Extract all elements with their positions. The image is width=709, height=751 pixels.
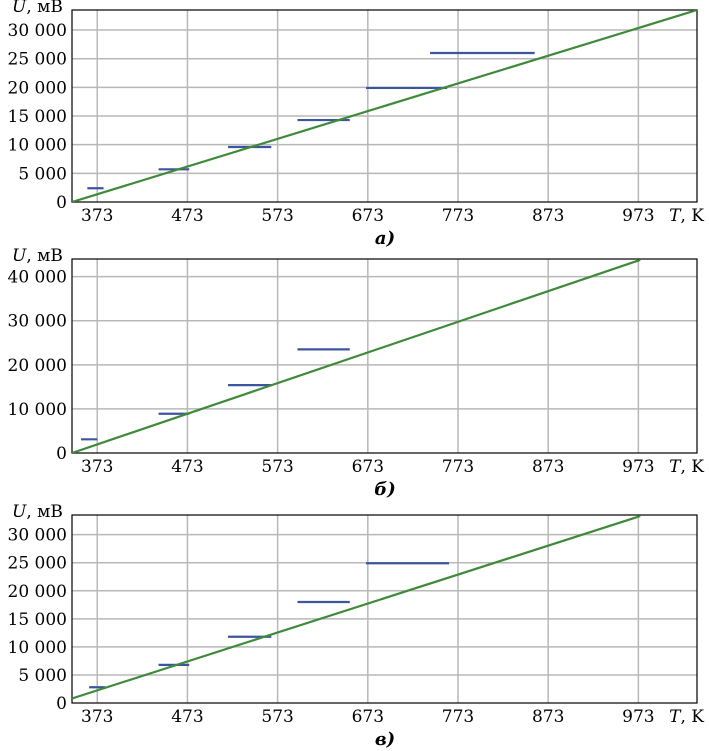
y-tick-label: 20 000: [8, 356, 67, 376]
y-axis-label: U, мВ: [12, 502, 63, 522]
fit-line: [72, 10, 697, 202]
y-tick-label: 20 000: [8, 582, 67, 602]
x-tick-label: 773: [442, 206, 474, 226]
x-tick-label: 673: [352, 457, 384, 477]
x-tick-label: 873: [532, 707, 564, 727]
x-tick-label: 473: [171, 457, 203, 477]
y-tick-label: 15 000: [8, 610, 67, 630]
x-axis-label: T, K: [669, 206, 704, 226]
panel-caption: б): [374, 479, 396, 500]
x-axis-label: T, K: [669, 707, 704, 727]
y-tick-label: 40 000: [8, 268, 67, 288]
x-axis-label: T, K: [669, 457, 704, 477]
chart-panel-1: 373 473 573 673 773 873 973 0 5 000 10 000 15 000 2…: [8, 0, 705, 249]
y-tick-label: 5 000: [18, 666, 67, 686]
y-tick-label: 0: [56, 193, 67, 213]
y-tick-label: 15 000: [8, 107, 67, 127]
fit-line: [72, 259, 641, 453]
fit-line: [72, 515, 641, 700]
panel-caption: в): [375, 729, 395, 750]
y-tick-label: 25 000: [8, 554, 67, 574]
x-tick-label: 673: [352, 707, 384, 727]
x-tick-label: 373: [81, 707, 113, 727]
y-tick-label: 30 000: [8, 526, 67, 546]
y-tick-label: 30 000: [8, 312, 67, 332]
x-tick-label: 573: [261, 206, 293, 226]
x-tick-label: 673: [352, 206, 384, 226]
y-axis-label: U, мВ: [12, 0, 63, 17]
x-tick-label: 373: [81, 457, 113, 477]
x-tick-label: 373: [81, 206, 113, 226]
x-tick-label: 973: [622, 707, 654, 727]
y-tick-label: 5 000: [18, 164, 67, 184]
y-tick-label: 30 000: [8, 21, 67, 41]
x-tick-label: 773: [442, 707, 474, 727]
y-tick-label: 0: [56, 694, 67, 714]
plot-frame: [71, 258, 698, 454]
y-tick-label: 10 000: [8, 638, 67, 658]
y-tick-label: 0: [56, 444, 67, 464]
x-tick-label: 573: [261, 457, 293, 477]
x-tick-label: 473: [171, 707, 203, 727]
x-tick-label: 973: [622, 206, 654, 226]
plot-frame: [71, 9, 698, 203]
y-tick-label: 25 000: [8, 50, 67, 70]
x-tick-label: 773: [442, 457, 474, 477]
panel-caption: а): [375, 228, 395, 249]
x-tick-label: 473: [171, 206, 203, 226]
plot-frame: [71, 514, 698, 704]
x-tick-label: 873: [532, 206, 564, 226]
y-tick-label: 10 000: [8, 136, 67, 156]
y-axis-label: U, мВ: [12, 246, 63, 266]
chart-panel-2: 373 473 573 673 773 873 973 0 10 000 20 000 30 000…: [8, 246, 705, 500]
x-tick-label: 973: [622, 457, 654, 477]
x-tick-label: 873: [532, 457, 564, 477]
chart-panel-3: 373 473 573 673 773 873 973 0 5 000 10 000 15 000 2…: [8, 502, 705, 750]
y-tick-label: 20 000: [8, 78, 67, 98]
x-tick-label: 573: [261, 707, 293, 727]
y-tick-label: 10 000: [8, 400, 67, 420]
